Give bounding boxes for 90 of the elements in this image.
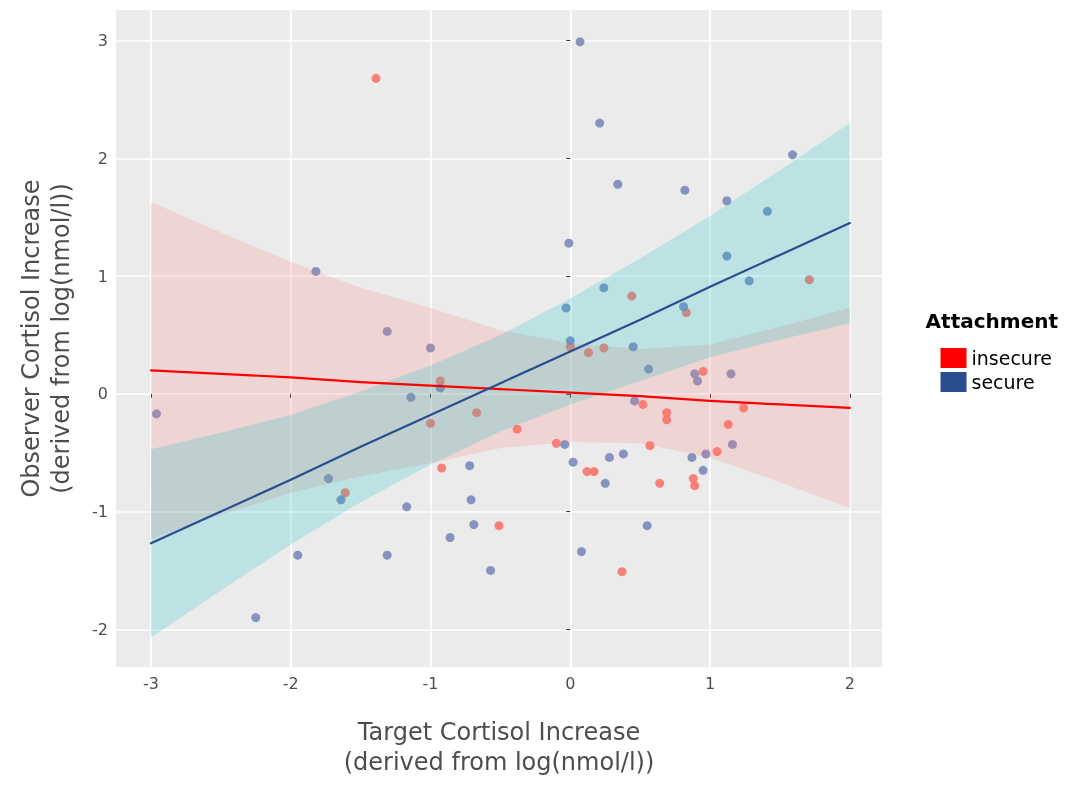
y-tick-label: 1: [97, 266, 108, 286]
point: [739, 403, 749, 413]
point: [568, 457, 578, 467]
point: [340, 488, 350, 498]
point: [560, 439, 570, 449]
point: [595, 118, 605, 128]
point: [687, 452, 697, 462]
point: [617, 567, 627, 577]
point: [613, 179, 623, 189]
point: [690, 369, 700, 379]
point: [638, 399, 648, 409]
point: [722, 196, 732, 206]
point: [293, 550, 303, 560]
point: [336, 495, 346, 505]
point: [575, 37, 585, 47]
x-tick-label: 0: [565, 673, 576, 693]
point: [600, 478, 610, 488]
point: [382, 550, 392, 560]
point: [382, 326, 392, 336]
point: [152, 409, 162, 419]
point: [406, 392, 416, 402]
point: [662, 415, 672, 425]
point: [323, 474, 333, 484]
point: [576, 547, 586, 557]
point: [680, 185, 690, 195]
point: [445, 532, 455, 542]
point: [630, 396, 640, 406]
point: [701, 449, 711, 459]
point: [627, 291, 637, 301]
x-tick-label: 1: [704, 673, 716, 693]
point: [437, 463, 447, 473]
point: [494, 521, 504, 531]
point: [599, 283, 609, 293]
point: [655, 478, 665, 488]
x-tick-label: -2: [282, 673, 299, 693]
y-tick-label: 2: [97, 148, 108, 168]
x-axis-title: Target Cortisol Increase (derived from log(nmol/l)): [343, 718, 655, 776]
point: [426, 343, 436, 353]
point: [712, 447, 722, 457]
y-tick-label: 0: [97, 384, 108, 404]
point: [679, 302, 689, 312]
y-tick-label: -1: [92, 502, 108, 522]
point: [486, 565, 496, 575]
point: [599, 343, 609, 353]
point: [690, 481, 700, 491]
y-axis-title: Observer Cortisol Increase (derived from log(nmol/l)): [17, 179, 75, 498]
point: [644, 364, 654, 374]
point: [512, 424, 522, 434]
legend-label: insecure: [971, 347, 1052, 369]
point: [426, 418, 436, 428]
x-tick-label: -1: [422, 673, 439, 693]
point: [722, 251, 732, 261]
point: [723, 419, 733, 429]
point: [469, 520, 479, 530]
legend-label: secure: [971, 371, 1035, 393]
point: [788, 150, 798, 160]
point: [402, 502, 412, 512]
point: [466, 495, 476, 505]
point: [564, 238, 574, 248]
point: [726, 369, 736, 379]
point: [693, 376, 702, 386]
point: [561, 303, 571, 313]
point: [804, 275, 814, 285]
x-tick-label: -3: [142, 673, 159, 693]
x-tick-label: 2: [844, 673, 855, 693]
point: [251, 613, 261, 623]
legend-title: Attachment: [925, 309, 1059, 333]
point: [604, 452, 614, 462]
point: [642, 521, 652, 531]
point: [583, 348, 593, 358]
point: [727, 439, 737, 449]
point: [565, 336, 575, 346]
point: [688, 474, 698, 484]
point: [589, 467, 599, 477]
point: [551, 438, 561, 448]
point: [311, 266, 321, 276]
point: [744, 276, 754, 286]
point: [698, 366, 708, 376]
point: [371, 73, 381, 83]
point: [618, 449, 628, 459]
point: [762, 206, 772, 216]
line-series: [149, 369, 851, 410]
y-tick-label: -2: [92, 619, 108, 639]
point: [472, 408, 482, 418]
y-tick-label: 3: [97, 31, 108, 51]
point: [465, 461, 475, 471]
point: [698, 465, 708, 475]
point: [435, 376, 445, 386]
point: [628, 342, 638, 352]
point: [645, 441, 655, 451]
